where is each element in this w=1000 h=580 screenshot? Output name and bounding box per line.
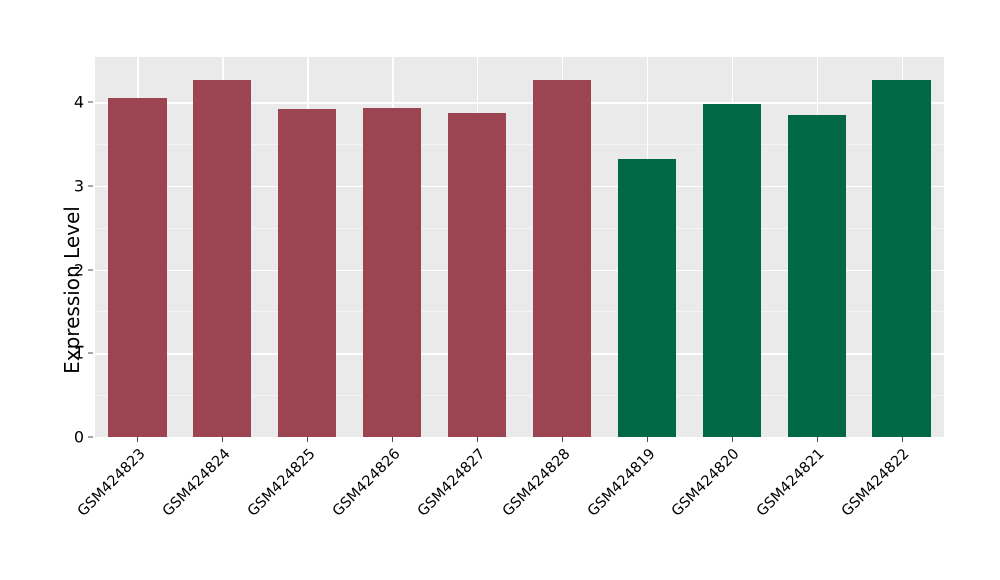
bar-GSM424823 (108, 98, 167, 437)
bar-GSM424827 (447, 113, 507, 437)
x-tick-label: GSM424821 (754, 446, 828, 520)
x-tick-mark (561, 437, 563, 442)
y-tick-mark (88, 101, 93, 103)
y-tick-label: 1 (73, 343, 84, 363)
x-tick-mark (901, 437, 903, 442)
y-tick-mark (88, 436, 93, 438)
x-tick-label: GSM424826 (329, 446, 404, 520)
bar-GSM424820 (702, 103, 761, 437)
x-tick-mark (731, 437, 733, 442)
gridline-minor (95, 311, 944, 313)
y-tick-mark (88, 185, 93, 187)
x-tick-label: GSM424819 (584, 446, 659, 520)
x-tick-mark (646, 437, 648, 442)
x-tick-label: GSM424827 (414, 446, 489, 520)
bar-GSM424828 (532, 79, 592, 437)
gridline-minor (95, 144, 944, 146)
y-tick-label: 3 (73, 176, 84, 196)
gridline-major (95, 102, 944, 104)
x-tick-label: GSM424822 (839, 446, 913, 520)
gridline-major (95, 269, 944, 271)
bar-GSM424824 (193, 80, 252, 437)
x-tick-label: GSM424828 (499, 446, 574, 520)
bar-GSM424822 (872, 80, 931, 437)
x-tick-mark (816, 437, 818, 442)
bar-GSM424825 (278, 108, 337, 437)
plot-panel (95, 57, 944, 437)
gridline-major (95, 353, 944, 355)
x-tick-mark (137, 437, 139, 442)
gridline-major (95, 185, 944, 188)
x-tick-label: GSM424824 (159, 446, 234, 520)
x-tick-mark (477, 437, 479, 442)
x-tick-label: GSM424825 (244, 446, 319, 520)
y-tick-label: 4 (73, 92, 84, 112)
gridline-minor (95, 227, 944, 229)
bar-GSM424819 (617, 159, 676, 437)
y-axis-tick-labels: 0 1 2 3 4 (62, 0, 84, 580)
gridline-minor (95, 395, 944, 397)
x-tick-mark (222, 437, 224, 442)
bar-GSM424826 (363, 108, 422, 437)
y-tick-label: 2 (73, 260, 84, 280)
bar-GSM424821 (787, 114, 846, 437)
x-tick-label: GSM424820 (669, 446, 744, 520)
y-tick-label: 0 (73, 427, 84, 447)
y-tick-mark (88, 352, 93, 354)
x-tick-mark (392, 437, 394, 442)
x-tick-mark (307, 437, 309, 442)
y-tick-mark (88, 269, 93, 271)
